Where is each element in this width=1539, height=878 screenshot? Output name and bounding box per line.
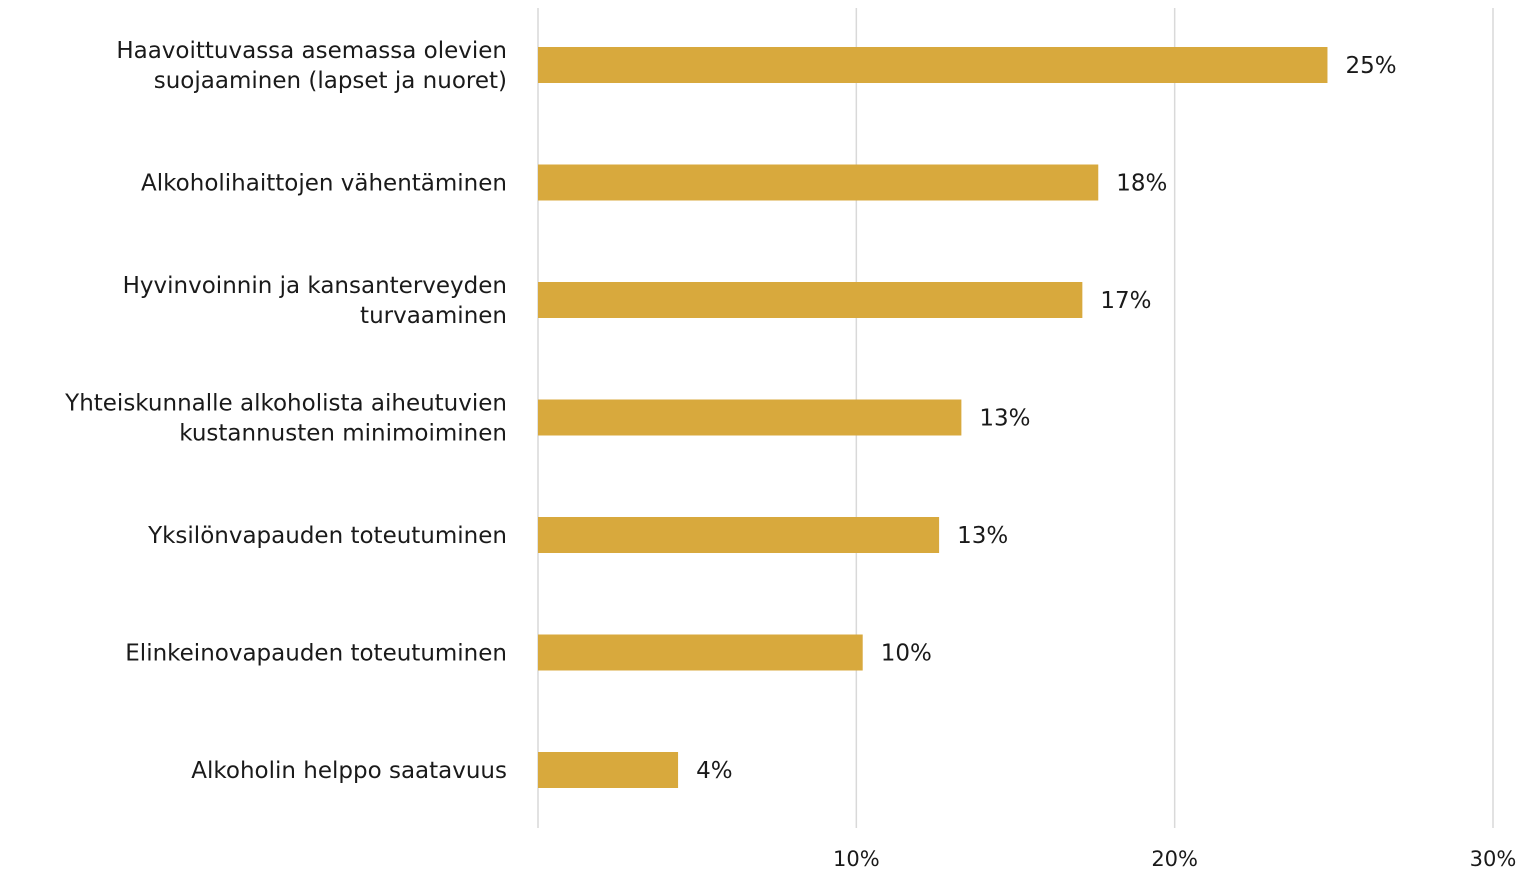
category-label-line: Yksilönvapauden toteutuminen bbox=[147, 523, 507, 549]
value-label: 13% bbox=[979, 406, 1030, 432]
category-label: Hyvinvoinnin ja kansanterveyden turvaamin… bbox=[123, 273, 507, 329]
category-label: Alkoholin helppo saatavuus bbox=[191, 758, 507, 784]
category-label-line: Haavoittuvassa asemassa olevien bbox=[116, 38, 507, 64]
bar bbox=[538, 164, 1099, 201]
value-label: 4% bbox=[696, 758, 733, 784]
category-label-line: Alkoholihaittojen vähentäminen bbox=[141, 171, 507, 197]
value-labels: 25% 18% 17% 13% 13% 10% 4% bbox=[696, 53, 1397, 784]
category-label-line: Elinkeinovapauden toteutuminen bbox=[125, 641, 507, 667]
bar bbox=[538, 752, 679, 788]
category-label-line: Hyvinvoinnin ja kansanterveyden bbox=[123, 273, 507, 299]
bar bbox=[538, 47, 1328, 83]
value-label: 25% bbox=[1345, 53, 1396, 79]
category-label-line: turvaaminen bbox=[360, 303, 507, 329]
bar bbox=[538, 634, 863, 671]
category-label-line: suojaaminen (lapset ja nuoret) bbox=[154, 68, 507, 94]
category-label-line: Yhteiskunnalle alkoholista aiheutuvien bbox=[64, 391, 507, 417]
category-labels: Haavoittuvassa asemassa olevien suojaamin… bbox=[64, 38, 507, 784]
category-label-line: Alkoholin helppo saatavuus bbox=[191, 758, 507, 784]
x-axis-ticks: 10% 20% 30% bbox=[833, 847, 1516, 871]
x-tick-label: 10% bbox=[833, 847, 880, 871]
value-label: 18% bbox=[1116, 171, 1167, 197]
bar bbox=[538, 282, 1083, 318]
category-label: Elinkeinovapauden toteutuminen bbox=[125, 641, 507, 667]
value-label: 13% bbox=[957, 523, 1008, 549]
category-label: Alkoholihaittojen vähentäminen bbox=[141, 171, 507, 197]
value-label: 10% bbox=[881, 641, 932, 667]
bars bbox=[538, 47, 1328, 788]
bar bbox=[538, 399, 962, 436]
category-label: Yhteiskunnalle alkoholista aiheutuvien ku… bbox=[64, 391, 507, 447]
bar bbox=[538, 517, 940, 553]
category-label: Haavoittuvassa asemassa olevien suojaamin… bbox=[116, 38, 507, 94]
x-tick-label: 30% bbox=[1470, 847, 1517, 871]
value-label: 17% bbox=[1100, 288, 1151, 314]
category-label: Yksilönvapauden toteutuminen bbox=[147, 523, 507, 549]
category-label-line: kustannusten minimoiminen bbox=[179, 421, 507, 447]
x-tick-label: 20% bbox=[1151, 847, 1198, 871]
